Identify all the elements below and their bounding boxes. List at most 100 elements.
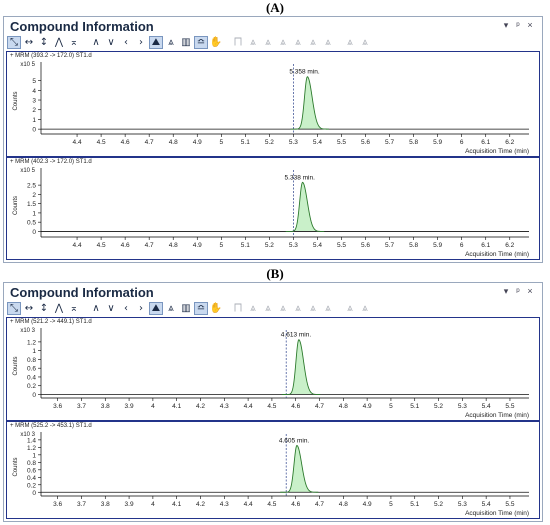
x-tick-label: 5.1 [241,242,250,249]
close-icon[interactable]: × [527,20,533,30]
integrate-icon[interactable]: ≏ [194,36,208,49]
peak-tool-9-icon[interactable]: ⩓ [362,37,368,48]
integrate-icon[interactable]: ≏ [194,302,208,315]
y-axis-title: Counts [13,356,19,375]
auto-scale-y-icon[interactable]: ↕ [39,303,49,314]
previous-icon[interactable]: ‹ [124,37,128,48]
peak-tool-4-icon[interactable]: ⩓ [280,37,286,48]
expand-up-icon[interactable]: ∧ [92,303,100,314]
x-tick-label: 5.5 [505,501,514,508]
y-tick-label: 1 [32,348,36,355]
x-tick-label: 4.7 [145,242,154,249]
overlay-peaks-icon[interactable]: ⩓ [168,37,174,48]
toolbar-separator [224,302,230,315]
x-tick-label: 4.4 [244,403,253,410]
x-tick-label: 5 [219,242,223,249]
x-tick-label: 4.7 [145,139,154,146]
x-tick-label: 6.1 [481,139,490,146]
next-icon[interactable]: › [139,37,143,48]
expand-down-icon[interactable]: ∨ [107,37,115,48]
peak-tool-3-icon[interactable]: ⩓ [265,37,271,48]
peak-time-label: 4.613 min. [281,332,312,339]
x-tick-label: 5 [389,403,393,410]
x-tick-label: 4.8 [339,501,348,508]
peak-tool-1-icon[interactable]: ⨅ [234,37,242,48]
peak-area [285,182,325,232]
y-tick-label: 1.5 [27,201,36,208]
bar-chart-icon[interactable]: ▥ [181,303,191,314]
chart-toolbar: ⤡ ↔ ↕ ⋀ ⌅ ∧ ∨ ‹ › ⛰ ⩓ ▥ ≏ ✋ ⨅ ⩓ ⩓ ⩓ ⩓ ⩓ ⩓ ⩓ ⩓ [4,35,542,50]
auto-scale-y-icon[interactable]: ↕ [39,37,49,48]
hand-pan-icon[interactable]: ✋ [209,303,223,314]
peak-tool-8-icon[interactable]: ⩓ [347,37,353,48]
overlay-peaks-icon[interactable]: ⩓ [168,303,174,314]
peak-trace [290,76,329,130]
y-axis-title: Counts [13,457,19,476]
peak-up-icon[interactable]: ⋀ [54,303,64,314]
baseline-icon[interactable]: ⌅ [69,303,79,314]
next-icon[interactable]: › [139,303,143,314]
peak-tool-5-icon[interactable]: ⩓ [295,303,301,314]
peak-tool-4-icon[interactable]: ⩓ [280,303,286,314]
y-tick-label: 0.4 [27,475,36,482]
x-tick-label: 5.6 [361,139,370,146]
x-axis-title: Acquisition Time (min) [465,412,529,419]
x-tick-label: 5.3 [289,139,298,146]
x-tick-label: 3.6 [53,501,62,508]
y-tick-label: 0.2 [27,482,36,489]
chromatogram-icon[interactable]: ⛰ [149,36,163,49]
expand-down-icon[interactable]: ∨ [107,303,115,314]
dropdown-icon[interactable]: ▾ [503,286,509,296]
x-tick-label: 6.2 [505,139,514,146]
peak-tool-6-icon[interactable]: ⩓ [310,303,316,314]
x-tick-label: 4.6 [291,403,300,410]
x-tick-label: 5.4 [482,403,491,410]
pin-icon[interactable]: ᵖ [516,286,520,296]
peak-tool-6-icon[interactable]: ⩓ [310,37,316,48]
y-tick-label: 0.6 [27,366,36,373]
baseline-icon[interactable]: ⌅ [69,37,79,48]
peak-tool-3-icon[interactable]: ⩓ [265,303,271,314]
select-mode-icon[interactable]: ⤡ [7,36,21,49]
x-tick-label: 4.6 [121,139,130,146]
auto-scale-x-icon[interactable]: ↔ [24,37,34,48]
auto-scale-x-icon[interactable]: ↔ [24,303,34,314]
x-tick-label: 3.7 [77,501,86,508]
peak-tool-2-icon[interactable]: ⩓ [250,37,256,48]
previous-icon[interactable]: ‹ [124,303,128,314]
chromatogram-panel-4: 0 0.2 0.4 0.6 0.8 1 1.2 1.4 3.6 3.7 3.8 3.9 4 4.1 4.2 4… [6,421,540,519]
hand-pan-icon[interactable]: ✋ [209,37,223,48]
peak-tool-2-icon[interactable]: ⩓ [250,303,256,314]
figure-caption-b: (B) [266,266,284,281]
y-tick-label: 0.6 [27,467,36,474]
peak-area [280,445,319,493]
peak-tool-5-icon[interactable]: ⩓ [295,37,301,48]
select-mode-icon[interactable]: ⤡ [7,302,21,315]
y-tick-label: 0 [32,127,36,134]
y-exponent-label: x10 3 [20,432,35,438]
bar-chart-icon[interactable]: ▥ [181,37,191,48]
toolbar-separator [336,36,342,49]
expand-up-icon[interactable]: ∧ [92,37,100,48]
window-titlebar: Compound Information ▾ ᵖ × [4,283,542,301]
dropdown-icon[interactable]: ▾ [503,20,509,30]
x-tick-label: 4.1 [172,501,181,508]
peak-up-icon[interactable]: ⋀ [54,37,64,48]
y-tick-label: 1 [32,452,36,459]
peak-tool-7-icon[interactable]: ⩓ [325,37,331,48]
peak-tool-1-icon[interactable]: ⨅ [234,303,242,314]
peak-tool-8-icon[interactable]: ⩓ [347,303,353,314]
peak-tool-9-icon[interactable]: ⩓ [362,303,368,314]
close-icon[interactable]: × [527,286,533,296]
x-tick-label: 5.3 [289,242,298,249]
pin-icon[interactable]: ᵖ [516,20,520,30]
peak-area [282,339,321,395]
compound-information-window-b: Compound Information ▾ ᵖ × ⤡ ↔ ↕ ⋀ ⌅ ∧ ∨ ‹ › ⛰ ⩓ ▥ ≏ ✋ ⨅… [3,282,543,522]
peak-time-label: 5.338 min. [285,174,316,181]
x-tick-label: 5.2 [265,242,274,249]
x-tick-label: 5.4 [482,501,491,508]
peak-tool-7-icon[interactable]: ⩓ [325,303,331,314]
y-tick-label: 1 [32,117,36,124]
chromatogram-icon[interactable]: ⛰ [149,302,163,315]
x-tick-label: 4.9 [193,242,202,249]
